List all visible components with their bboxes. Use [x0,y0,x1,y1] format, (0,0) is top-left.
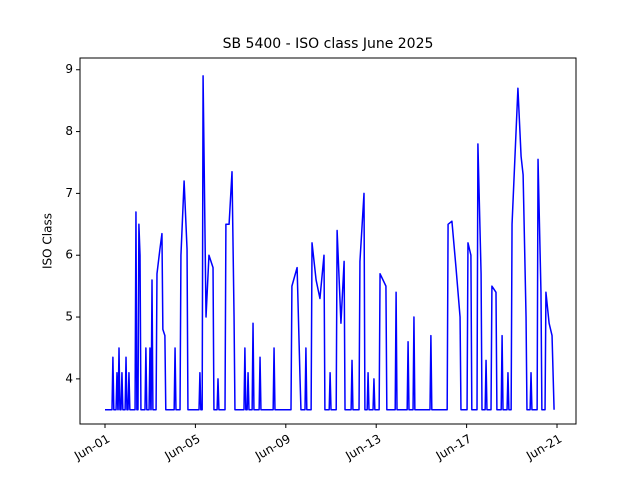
y-tick-label: 8 [65,124,73,138]
plot-frame [79,57,577,425]
series-line [105,75,555,411]
y-axis-label: ISO Class [41,213,55,269]
x-tick-label: Jun-21 [523,432,564,464]
x-tick-label: Jun-13 [342,432,383,464]
x-tick-label: Jun-05 [162,432,203,464]
y-tick-label: 9 [65,62,73,76]
y-tick-label: 7 [65,186,73,200]
x-tick-label: Jun-09 [252,432,293,464]
chart-title: SB 5400 - ISO class June 2025 [223,36,434,52]
y-tick-label: 6 [65,248,73,262]
y-tick-label: 5 [65,310,73,324]
y-tick-label: 4 [65,371,73,385]
x-tick-label: Jun-01 [71,432,112,464]
x-tick-label: Jun-17 [433,432,474,464]
